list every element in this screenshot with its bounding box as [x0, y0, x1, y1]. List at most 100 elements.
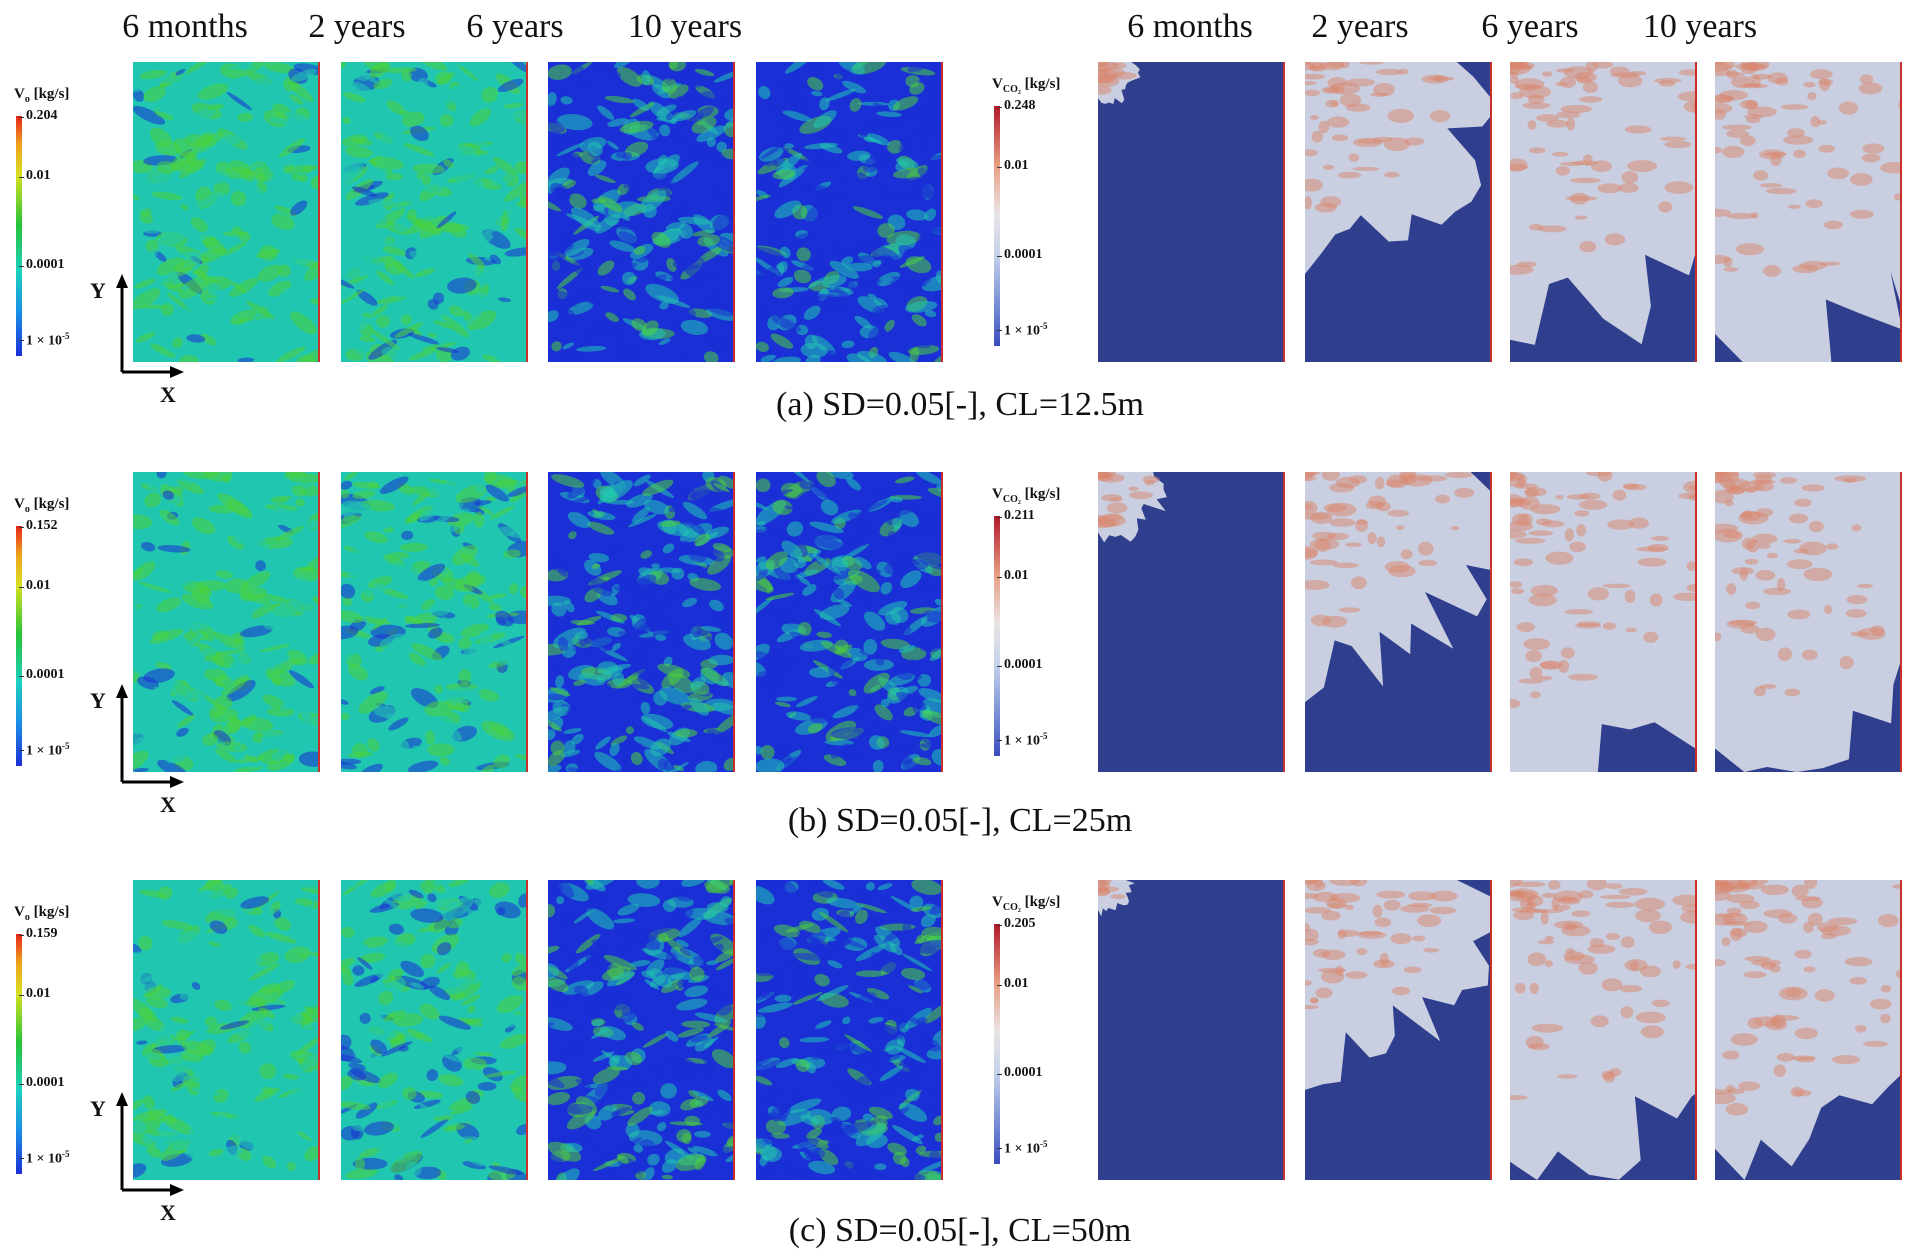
flow-streak — [138, 582, 172, 593]
co2-streak — [1579, 96, 1603, 103]
flow-streak — [405, 202, 419, 210]
flow-streak — [265, 667, 296, 687]
flow-streak — [219, 1020, 250, 1030]
flow-streak — [795, 1059, 810, 1073]
flow-streak — [283, 164, 319, 174]
flow-streak — [559, 309, 576, 325]
co2-streak — [1310, 614, 1331, 627]
flow-streak — [645, 283, 679, 304]
flow-streak — [896, 691, 927, 711]
oil-colorbar-c-symbol: V — [14, 904, 25, 920]
flow-streak — [369, 156, 404, 170]
flow-streak — [510, 124, 527, 137]
co2-streak — [1773, 1064, 1786, 1077]
flow-streak — [478, 960, 500, 979]
co2-streak — [1680, 910, 1697, 924]
flow-streak — [151, 1045, 188, 1054]
flow-streak — [567, 476, 597, 499]
flow-streak — [440, 314, 470, 338]
flow-streak — [421, 238, 435, 251]
flow-streak — [718, 193, 735, 213]
flow-streak — [491, 1080, 510, 1095]
co2-streak — [1746, 117, 1761, 124]
flow-streak — [433, 1115, 454, 1121]
flow-streak — [825, 897, 860, 909]
co2-streak — [1597, 183, 1622, 194]
co2-streak — [1100, 494, 1122, 502]
co2-streak — [1805, 199, 1823, 209]
flow-streak — [629, 975, 641, 988]
flow-streak — [619, 120, 654, 134]
flow-streak — [548, 167, 570, 187]
flow-streak — [563, 728, 582, 734]
co2-streak — [1880, 162, 1902, 174]
flow-streak — [770, 333, 794, 349]
flow-streak — [645, 959, 665, 976]
flow-streak — [341, 176, 354, 187]
boundary-line — [941, 880, 943, 1180]
co2-streak — [1857, 627, 1886, 640]
flow-streak — [694, 1012, 728, 1023]
flow-streak — [676, 998, 708, 1011]
flow-streak — [842, 1016, 851, 1025]
oil-colorbar-a-tick-3: 0.0001 — [19, 257, 65, 273]
flow-streak — [451, 168, 485, 191]
co2-streak — [1538, 225, 1567, 233]
flow-streak — [486, 1015, 497, 1030]
oil-colorbar-a-tick-text-1: 0.204 — [26, 108, 58, 123]
flow-streak — [210, 547, 235, 554]
co2-streak — [1376, 536, 1386, 548]
flow-streak — [720, 148, 735, 160]
flow-streak — [498, 297, 512, 303]
flow-streak — [256, 258, 280, 266]
co2-streak — [1356, 948, 1368, 956]
co2-streak — [1653, 77, 1682, 84]
flow-streak — [759, 1155, 768, 1167]
flow-streak — [769, 100, 796, 112]
flow-streak — [566, 1020, 582, 1036]
flow-streak — [355, 192, 389, 206]
co2-streak — [1783, 135, 1814, 145]
flow-streak — [920, 913, 936, 928]
flow-streak — [867, 293, 877, 299]
flow-streak — [903, 528, 934, 541]
flow-streak — [681, 1132, 692, 1145]
flow-streak — [806, 1127, 822, 1140]
flow-streak — [879, 186, 909, 201]
flow-streak — [458, 637, 472, 650]
co2-colorbar-a-tick-3: 0.0001 — [997, 247, 1043, 263]
flow-streak — [386, 100, 405, 114]
flow-streak — [681, 1020, 711, 1029]
flow-streak — [383, 527, 394, 533]
flow-streak — [394, 221, 409, 233]
flow-streak — [295, 498, 305, 507]
flow-streak — [345, 1168, 378, 1179]
flow-streak — [680, 319, 709, 335]
flow-streak — [808, 184, 832, 200]
flow-streak — [846, 262, 873, 272]
flow-streak — [428, 627, 443, 639]
flow-streak — [800, 342, 828, 358]
coordinate-axes-c-y-label: Y — [90, 1096, 106, 1121]
flow-streak — [551, 602, 567, 617]
flow-streak — [264, 62, 295, 73]
flow-streak — [370, 304, 388, 318]
flow-streak — [559, 233, 576, 246]
flow-streak — [548, 197, 562, 212]
co2-streak — [1418, 559, 1438, 567]
co2-streak — [1327, 902, 1347, 909]
flow-streak — [672, 112, 705, 130]
co2-streak — [1572, 160, 1598, 165]
co2-streak — [1725, 1103, 1749, 1116]
co2-streak — [1715, 913, 1742, 918]
flow-streak — [214, 300, 235, 312]
flow-streak — [158, 204, 176, 220]
flow-streak — [304, 1146, 320, 1162]
co2-streak — [1821, 933, 1837, 940]
oil-colorbar-a-tick-4: 1 × 10-5 — [18, 331, 69, 350]
co2-streak — [1515, 537, 1546, 544]
flow-streak — [201, 319, 230, 333]
flow-streak — [714, 632, 734, 650]
flow-streak — [271, 675, 282, 686]
flow-streak — [227, 64, 256, 71]
